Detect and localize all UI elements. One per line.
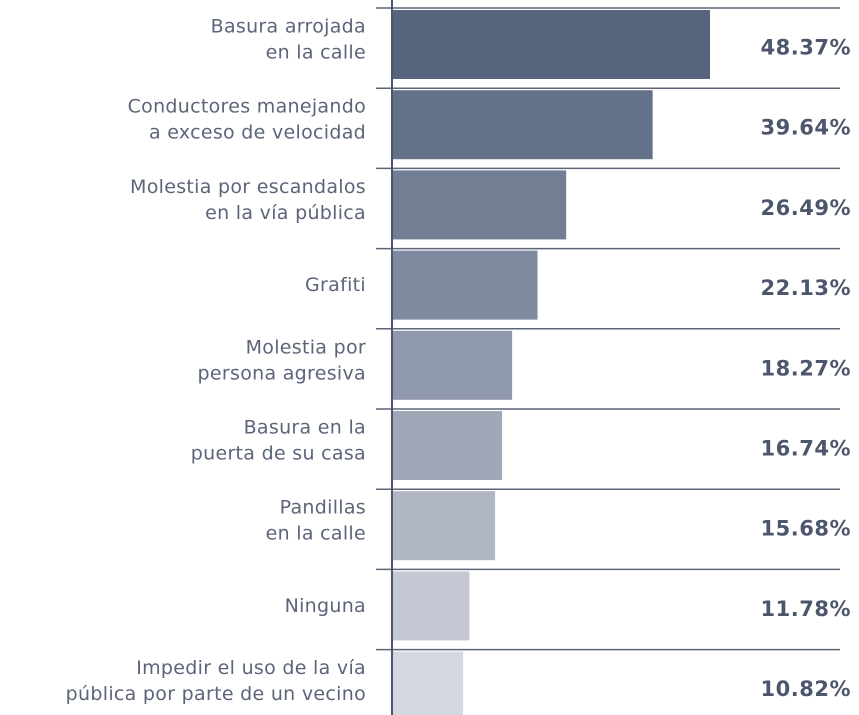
category-label-line: Molestia por <box>246 336 366 358</box>
category-label-line: en la calle <box>266 41 366 63</box>
category-label-line: persona agresiva <box>198 362 366 384</box>
category-label-line: Basura arrojada <box>211 15 366 37</box>
bar <box>392 491 496 561</box>
bar <box>392 411 503 480</box>
category-label-line: Conductores manejando <box>128 95 366 117</box>
category-label-line: Grafiti <box>305 274 366 296</box>
category-label-line: Pandillas <box>280 496 366 518</box>
value-label: 39.64% <box>761 116 851 140</box>
category-label-line: Basura en la <box>244 416 366 438</box>
value-label: 10.82% <box>761 677 851 701</box>
category-label-line: Molestia por escandalos <box>130 175 366 197</box>
category-label: Conductores manejando a exceso de velocid… <box>128 95 366 143</box>
value-label: 22.13% <box>761 276 851 300</box>
category-label: Ninguna <box>285 594 366 616</box>
category-label: Grafiti <box>305 274 366 296</box>
category-label: Impedir el uso de la vía pública por part… <box>66 657 366 705</box>
value-label: 48.37% <box>761 36 851 60</box>
value-label: 15.68% <box>761 517 851 541</box>
category-label: Molestia por escandalos en la vía pública <box>130 175 366 223</box>
value-label: 16.74% <box>761 437 851 461</box>
bar <box>392 651 464 715</box>
category-label-line: Ninguna <box>285 594 366 616</box>
category-label-line: puerta de su casa <box>191 442 366 464</box>
value-label: 11.78% <box>761 597 851 621</box>
category-label-line: pública por parte de un vecino <box>66 683 366 705</box>
bar <box>392 330 513 400</box>
bar <box>392 571 470 641</box>
value-label: 26.49% <box>761 196 851 220</box>
category-label-line: Impedir el uso de la vía <box>136 657 366 679</box>
category-label-line: en la calle <box>266 522 366 544</box>
value-label: 18.27% <box>761 356 851 380</box>
category-label: Basura arrojada en la calle <box>211 15 366 63</box>
bar <box>392 90 653 160</box>
category-label-line: a exceso de velocidad <box>149 121 366 143</box>
category-label: Pandillas en la calle <box>266 496 366 544</box>
category-label: Basura en la puerta de su casa <box>191 416 366 464</box>
bar <box>392 250 538 320</box>
category-label-line: en la vía pública <box>205 201 366 223</box>
bar <box>392 10 711 79</box>
category-label: Molestia por persona agresiva <box>198 336 366 384</box>
bar <box>392 170 567 240</box>
